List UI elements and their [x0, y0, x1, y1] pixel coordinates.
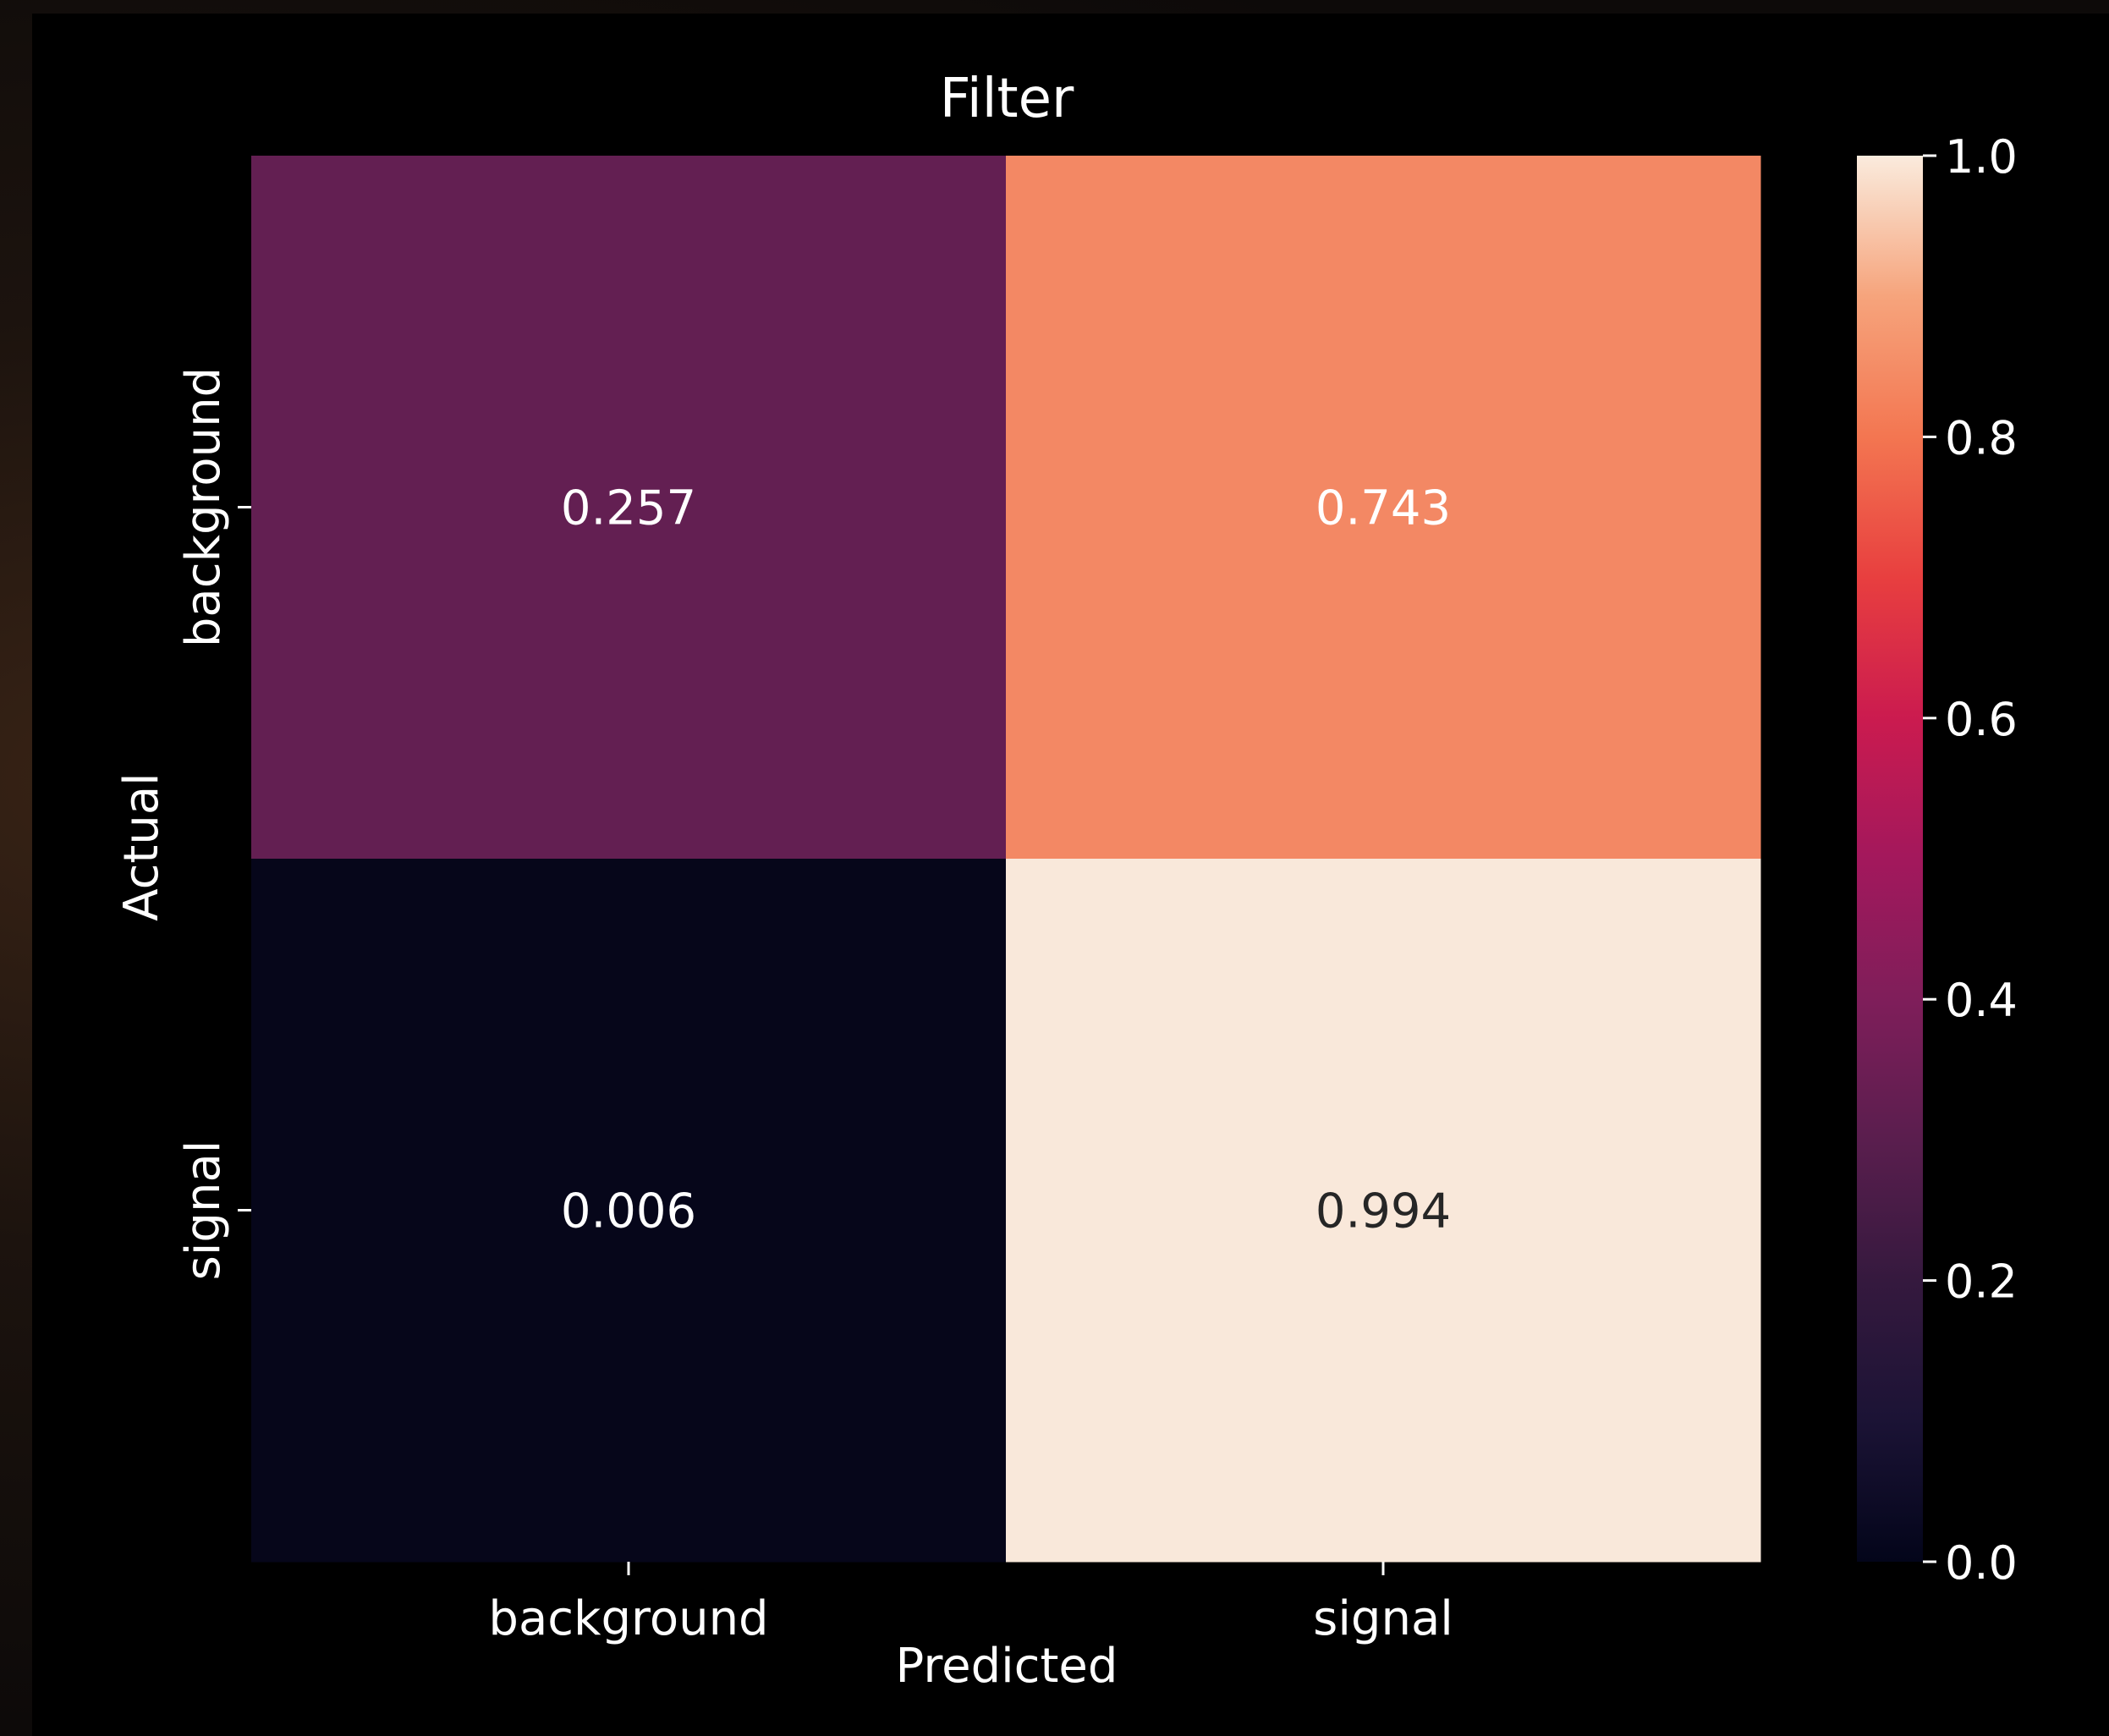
heatmap-cell	[1006, 156, 1761, 860]
y-tick-label: background	[176, 367, 231, 647]
cell-value-label: 0.257	[561, 481, 696, 536]
colorbar-tick-label: 0.0	[1945, 1536, 2018, 1590]
x-axis: background signal	[488, 1562, 1453, 1646]
cell-value-label: 0.006	[561, 1184, 696, 1239]
colorbar-tick-label: 0.2	[1945, 1255, 2018, 1309]
heatmap-cells	[251, 156, 1761, 1563]
x-axis-label: Predicted	[896, 1639, 1118, 1694]
y-axis-label: Actual	[114, 772, 169, 920]
colorbar: 0.0 0.2 0.4 0.6 0.8 1.0	[1857, 130, 2018, 1590]
colorbar-ticks: 0.0 0.2 0.4 0.6 0.8 1.0	[1923, 130, 2018, 1590]
colorbar-gradient	[1857, 156, 1923, 1562]
colorbar-tick-label: 0.8	[1945, 411, 2018, 464]
heatmap-cell	[251, 859, 1007, 1563]
cell-value-label: 0.994	[1315, 1184, 1451, 1239]
x-tick-label: signal	[1313, 1591, 1453, 1646]
figure-window: Filter 0.257 0.743 0.006 0.994 background si…	[32, 14, 2109, 1736]
colorbar-tick-label: 0.4	[1945, 974, 2018, 1027]
heatmap-chart: Filter 0.257 0.743 0.006 0.994 background si…	[114, 68, 2018, 1694]
heatmap-cell	[251, 156, 1007, 860]
colorbar-tick-label: 0.6	[1945, 693, 2018, 746]
chart-title: Filter	[940, 68, 1074, 130]
heatmap-cell	[1006, 859, 1761, 1563]
cell-value-label: 0.743	[1315, 481, 1451, 536]
heatmap-value-labels: 0.257 0.743 0.006 0.994	[561, 481, 1451, 1239]
y-axis: background signal	[176, 367, 251, 1280]
colorbar-tick-label: 1.0	[1945, 130, 2018, 184]
y-tick-label: signal	[176, 1140, 231, 1281]
x-tick-label: background	[488, 1591, 768, 1646]
